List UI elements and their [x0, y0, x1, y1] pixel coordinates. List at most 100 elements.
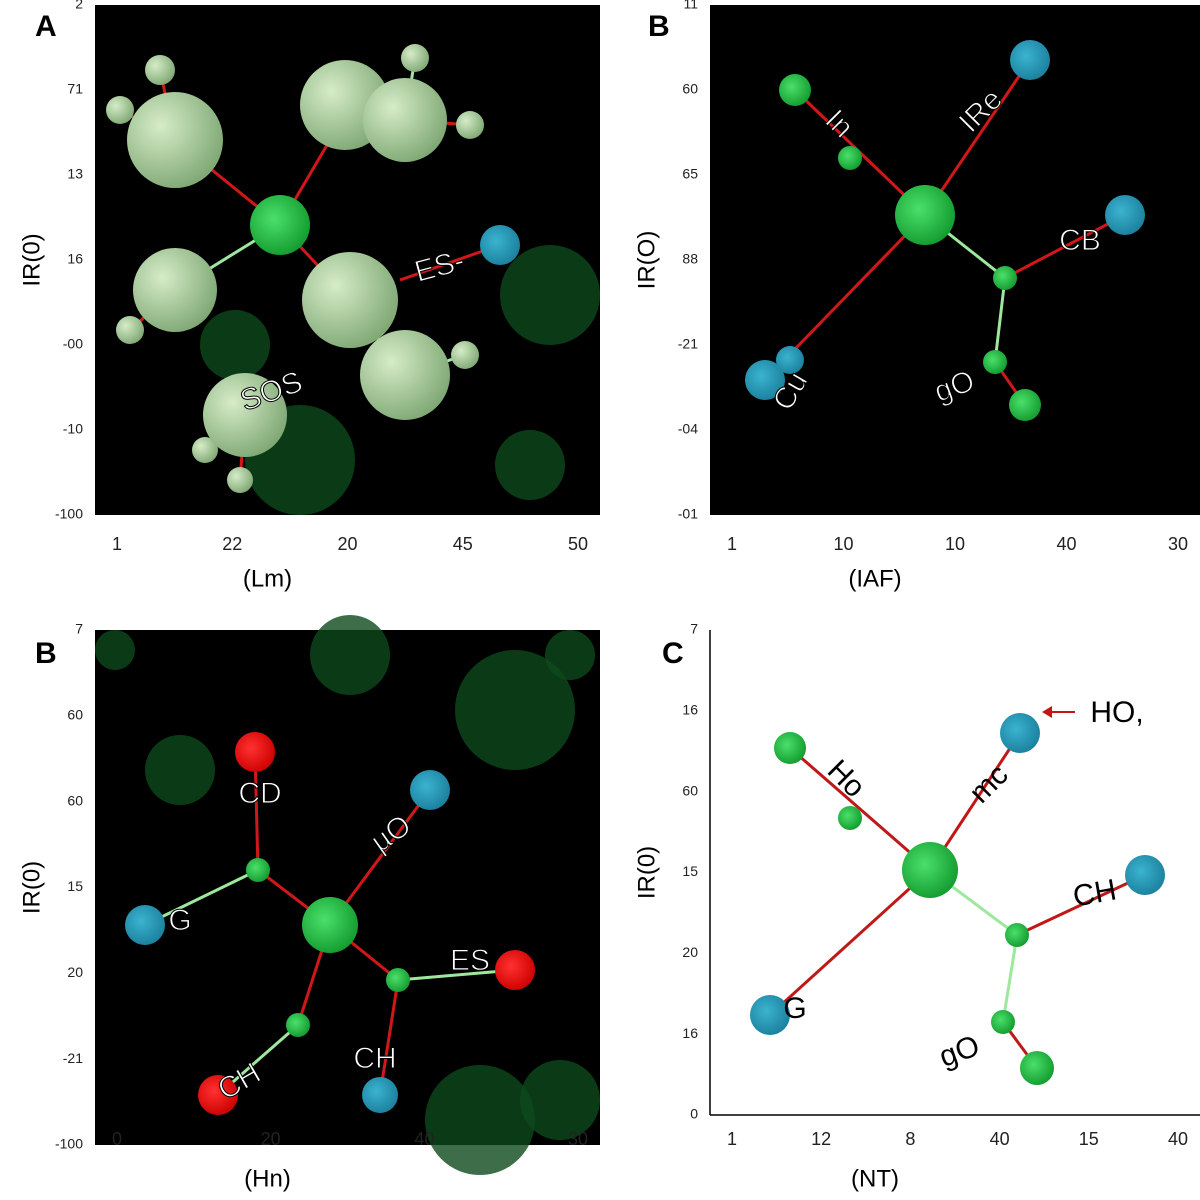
x-tick-label: 12: [811, 1129, 831, 1149]
atom: [838, 806, 862, 830]
x-tick-label: 50: [568, 534, 588, 554]
y-tick-label: 20: [67, 964, 83, 980]
background-blob: [145, 735, 215, 805]
atom: [106, 96, 134, 124]
atom: [1125, 855, 1165, 895]
x-tick-label: 8: [905, 1129, 915, 1149]
atom: [774, 732, 806, 764]
atom: [779, 74, 811, 106]
atom-label: HO,: [1090, 696, 1143, 729]
atom: [838, 146, 862, 170]
y-tick-label: 20: [682, 944, 698, 960]
atom-label: G: [168, 904, 191, 937]
x-tick-label: 10: [945, 534, 965, 554]
atom: [246, 858, 270, 882]
y-tick-label: 71: [67, 81, 83, 97]
atom: [1010, 40, 1050, 80]
y-tick-label: 7: [75, 621, 83, 637]
atom: [362, 1077, 398, 1113]
atom: [302, 252, 398, 348]
atom: [991, 1010, 1015, 1034]
y-tick-label: 16: [682, 1025, 698, 1041]
atom: [363, 78, 447, 162]
bond: [1001, 934, 1019, 1023]
bond: [1016, 873, 1146, 937]
atom: [386, 968, 410, 992]
atom: [745, 360, 785, 400]
x-tick-label: 40: [1168, 1129, 1188, 1149]
atom: [1105, 195, 1145, 235]
atom: [410, 770, 450, 810]
atom: [480, 225, 520, 265]
x-tick-label: 40: [1056, 534, 1076, 554]
atom-label: CH: [353, 1042, 396, 1075]
atom: [116, 316, 144, 344]
x-tick-label: 1: [727, 1129, 737, 1149]
x-tick-label: 30: [568, 1129, 588, 1149]
atom: [776, 346, 804, 374]
atom-label: CD: [238, 777, 281, 810]
atom: [145, 55, 175, 85]
bond: [993, 277, 1007, 363]
panel: HO, Ho mc CH GgO C7 16 60 15 20 16 0 1 12 8 40 15 40 (NT) I…: [633, 621, 1200, 1192]
x-tick-label: 10: [833, 534, 853, 554]
atom: [227, 467, 253, 493]
atom: [133, 248, 217, 332]
y-tick-label: -00: [63, 336, 83, 352]
background-blob: [500, 245, 600, 345]
bond: [328, 789, 432, 926]
bond: [768, 868, 932, 1017]
y-tick-label: -100: [55, 506, 83, 522]
y-tick-label: -01: [678, 506, 698, 522]
atom: [125, 905, 165, 945]
arrow-head: [1042, 706, 1052, 718]
y-tick-label: 16: [67, 251, 83, 267]
y-tick-label: 60: [67, 792, 83, 808]
atom: [495, 950, 535, 990]
atom: [302, 897, 358, 953]
y-axis-label: IR(0): [18, 233, 45, 286]
background-blob: [545, 630, 595, 680]
y-tick-label: 13: [67, 166, 83, 182]
atom: [127, 92, 223, 188]
x-axis-label: (IAF): [848, 565, 901, 592]
atom: [1020, 1051, 1054, 1085]
atom: [456, 111, 484, 139]
x-tick-label: 20: [261, 1129, 281, 1149]
y-axis-label: IR(0): [633, 846, 660, 899]
atom: [1000, 713, 1040, 753]
atom: [895, 185, 955, 245]
atom-label: ES: [450, 944, 490, 977]
atom-label: mc: [963, 758, 1015, 810]
atom: [198, 1075, 238, 1115]
y-tick-label: 7: [690, 621, 698, 637]
atom: [286, 1013, 310, 1037]
atom-label: CH: [1071, 873, 1119, 913]
y-tick-label: 15: [67, 878, 83, 894]
y-axis-label: IR(0): [18, 861, 45, 914]
atom: [203, 373, 287, 457]
x-tick-label: 1: [112, 534, 122, 554]
atom: [451, 341, 479, 369]
y-tick-label: 60: [682, 782, 698, 798]
x-tick-label: 0: [112, 1129, 122, 1149]
bond: [1004, 213, 1126, 280]
x-tick-label: 20: [337, 534, 357, 554]
atom: [360, 330, 450, 420]
x-tick-label: 30: [1168, 534, 1188, 554]
background-blob: [200, 310, 270, 380]
y-tick-label: 15: [682, 863, 698, 879]
atom: [1009, 389, 1041, 421]
atom: [983, 350, 1007, 374]
x-tick-label: 40: [990, 1129, 1010, 1149]
background-blob: [520, 1060, 600, 1140]
atom: [902, 842, 958, 898]
x-tick-label: 22: [222, 534, 242, 554]
x-axis-label: (Hn): [244, 1165, 291, 1192]
bond: [789, 746, 931, 872]
atom: [401, 44, 429, 72]
